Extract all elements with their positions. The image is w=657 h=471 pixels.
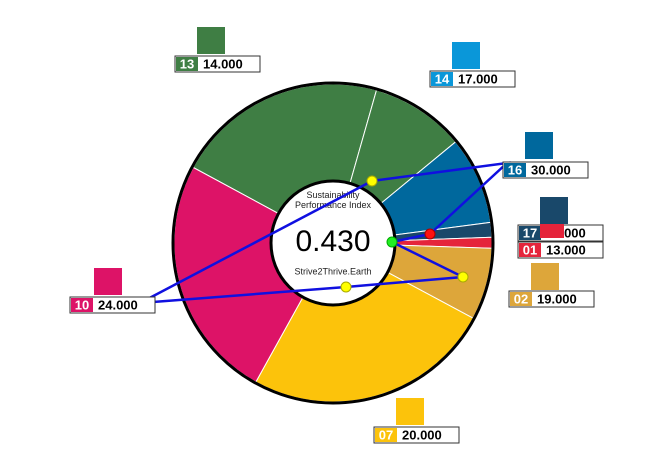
center-value: 0.430 [295,225,370,258]
dot [340,281,352,293]
goal-value: 24.000 [98,297,138,312]
code-badge [519,226,541,240]
goal-icon [531,263,559,290]
code-badge [519,243,541,257]
code-badge [375,428,397,442]
code-badge [176,57,198,71]
code-badge [510,292,532,306]
goal-value: 30.000 [531,162,571,177]
dot [366,175,378,187]
goal-icon [197,27,225,54]
title-box: Sustainability Performance Index [294,190,372,210]
outer-border [171,81,495,405]
code-badge [431,72,453,86]
goal-icon [540,224,564,238]
goal-value: 13.000 [546,242,586,257]
goal-icon [525,132,553,159]
dot [424,228,436,240]
code-badge [71,298,93,312]
goal-value: 20.000 [402,427,442,442]
goal-icon [452,42,480,69]
dot [386,236,398,248]
goal-code: 16 [508,162,522,177]
chart-title: Sustainability Performance Index [294,190,372,210]
goal-code: 02 [514,291,528,306]
goal-value: 19.000 [537,291,577,306]
goal-code: 13 [180,56,194,71]
goal-value: 14.000 [203,56,243,71]
goal-code: 17 [523,225,537,240]
goal-code: 01 [523,242,537,257]
subtitle: Strive2Thrive.Earth [294,266,371,276]
goal-value: 17.000 [458,71,498,86]
goal-icon [94,268,122,295]
goal-code: 07 [379,427,393,442]
code-badge [504,163,526,177]
goal-icon [396,398,424,425]
dot [457,271,469,283]
goal-icon [540,197,568,224]
goal-code: 14 [435,71,450,86]
connector-lines [139,161,511,305]
goal-code: 10 [75,297,89,312]
